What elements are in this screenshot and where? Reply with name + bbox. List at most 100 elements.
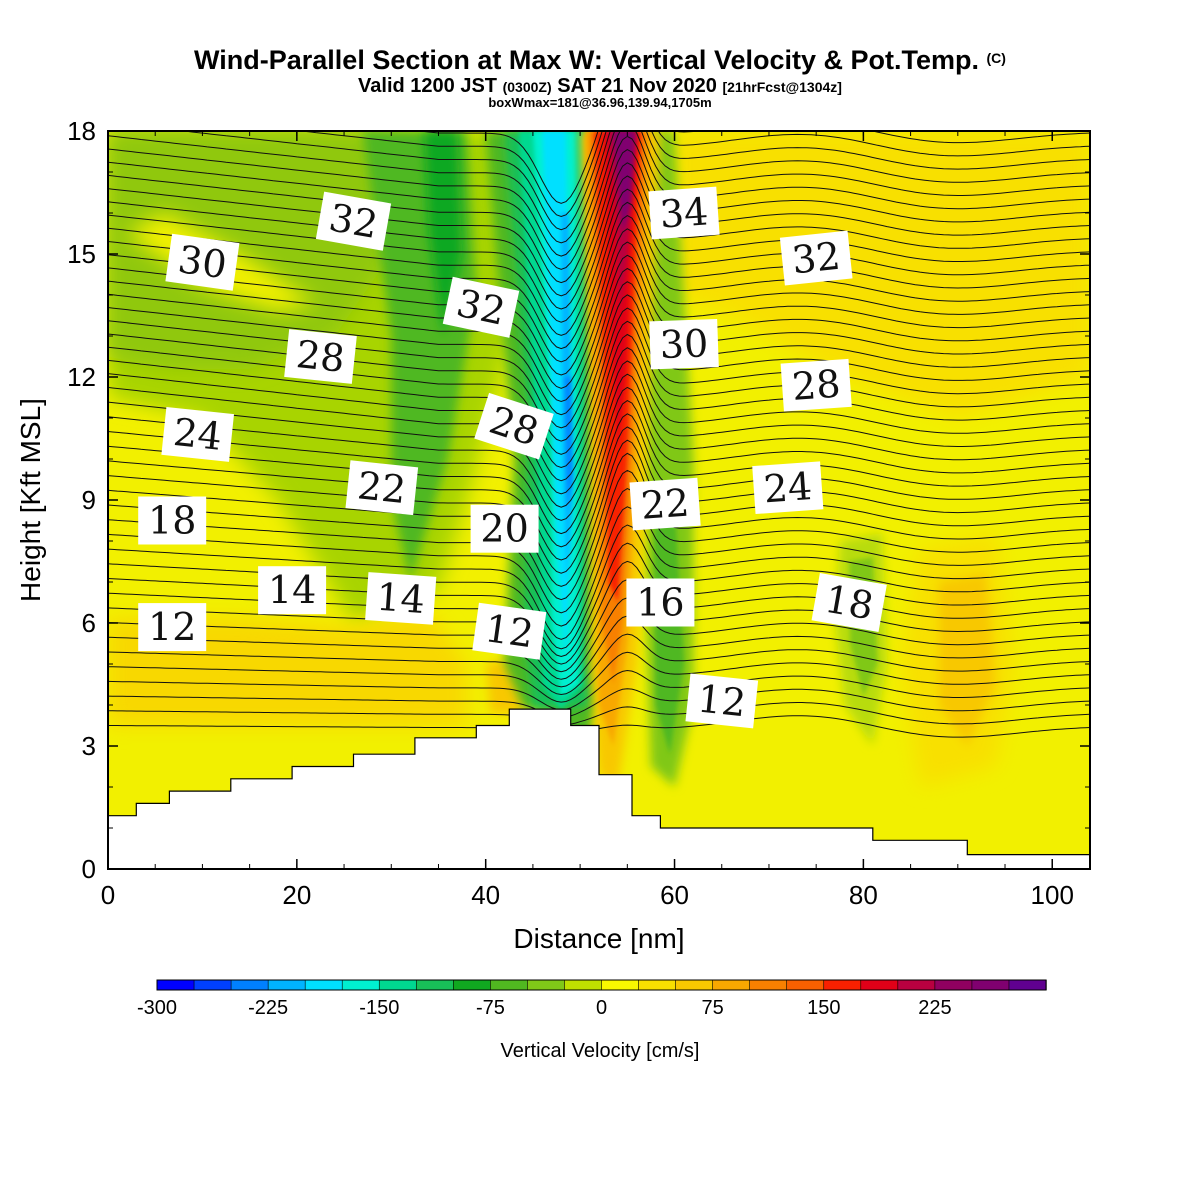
isentrope-label: 18 <box>811 572 887 633</box>
x-tick-label: 80 <box>849 880 878 910</box>
isentrope-label: 24 <box>161 406 235 462</box>
isentrope-line <box>108 469 1090 614</box>
terrain-mask <box>108 708 1090 869</box>
isentrope-label: 28 <box>284 329 357 384</box>
isentrope-label-text: 20 <box>480 507 528 551</box>
isentrope-line <box>108 615 1090 688</box>
colorbar-swatch <box>638 979 677 991</box>
isentrope-label-text: 32 <box>790 234 843 283</box>
subtitle-valid-time: Valid 1200 JST <box>358 75 497 97</box>
svg-text:Valid 1200 JST (0300Z): Valid 1200 JST (0300Z) SAT 21 Nov 2020 [… <box>358 75 842 97</box>
isentrope-label-text: 30 <box>659 321 709 367</box>
isentrope-line <box>108 688 1090 718</box>
isentrope-line <box>108 633 1090 696</box>
isentrope-line <box>108 452 1090 601</box>
subtitle-box-wmax: boxWmax=181@36.96,139.94,1705m <box>488 95 711 110</box>
colorbar: -300 -225 -150 -75 0 75 150 225 <box>137 979 1047 1019</box>
colorbar-swatch <box>230 979 269 991</box>
subtitle-forecast: [21hrFcst@1304z] <box>722 79 841 95</box>
isentrope-label-box <box>474 392 554 460</box>
colorbar-swatch <box>193 979 232 991</box>
velocity-shade-1 <box>108 131 392 369</box>
isentrope-label-box <box>685 673 759 729</box>
isentrope-label-text: 28 <box>791 362 842 409</box>
y-tick-label: 9 <box>82 485 96 515</box>
isentrope-line <box>108 215 1090 363</box>
isentrope-label-text: 24 <box>762 464 813 511</box>
isentrope-line <box>108 373 1090 521</box>
svg-text:Wind-Parallel Section at Max W: Wind-Parallel Section at Max W: Vertical… <box>194 45 1006 75</box>
isentrope-label-box <box>161 406 235 462</box>
isentrope-label: 12 <box>685 673 759 729</box>
isentrope-label-text: 32 <box>453 281 509 334</box>
subtitle-utc: (0300Z) <box>503 79 552 95</box>
isentrope-line <box>108 506 1090 640</box>
isentrope-line <box>108 320 1090 469</box>
y-axis: 0 3 6 9 12 15 18 <box>67 116 1090 884</box>
isentrope-label-box <box>472 602 547 660</box>
colorbar-label: 75 <box>701 997 723 1019</box>
isentrope-line <box>108 188 1090 336</box>
isentrope-label-box <box>779 230 853 286</box>
x-tick-label: 100 <box>1031 880 1074 910</box>
colorbar-frame <box>156 979 1047 991</box>
isentrope-label-text: 18 <box>822 577 877 629</box>
colorbar-swatch <box>934 979 973 991</box>
isentrope-line <box>108 131 1090 244</box>
isentrope-line <box>108 426 1090 574</box>
isentrope-line <box>108 131 1090 257</box>
colorbar-swatch <box>749 979 788 991</box>
colorbar-swatch <box>971 979 1010 991</box>
colorbar-label: -75 <box>476 997 505 1019</box>
x-tick-label: 40 <box>471 880 500 910</box>
isentrope-label-box <box>649 319 719 370</box>
isentrope-line <box>297 131 1090 218</box>
isentrope-label: 30 <box>649 319 719 370</box>
isentrope-label: 28 <box>780 358 852 412</box>
isentrope-line <box>108 333 1090 482</box>
isentrope-label-box <box>345 460 419 516</box>
isentrope-label: 14 <box>365 572 437 625</box>
isentrope-label-box <box>470 504 539 553</box>
isentrope-line <box>108 267 1090 416</box>
isentrope-label-text: 34 <box>658 189 709 236</box>
isentrope-label-box <box>315 191 392 251</box>
y-tick-label: 6 <box>82 608 96 638</box>
colorbar-swatch <box>267 979 306 991</box>
colorbar-swatch <box>527 979 566 991</box>
isentrope-label-text: 28 <box>294 332 347 381</box>
isentrope-label-box <box>648 186 720 240</box>
isentrope-line <box>108 135 1090 284</box>
isentrope-label-text: 14 <box>268 568 316 612</box>
y-tick-label: 18 <box>67 116 96 146</box>
isentrope-line <box>108 669 1090 711</box>
y-tick-label: 0 <box>82 854 96 884</box>
isentrope-label-text: 12 <box>148 605 196 649</box>
isentrope-line <box>108 488 1090 627</box>
colorbar-label: -150 <box>359 997 399 1019</box>
isentrope-label: 32 <box>779 230 853 286</box>
isentrope-label: 32 <box>315 191 392 251</box>
isentrope-line <box>108 439 1090 587</box>
y-axis-title: Height [Kft MSL] <box>15 398 46 602</box>
x-axis: 0 20 40 60 80 100 <box>101 131 1074 910</box>
y-tick-label: 15 <box>67 239 96 269</box>
colorbar-swatch <box>675 979 714 991</box>
colorbar-swatch <box>341 979 380 991</box>
isentrope-line <box>108 651 1090 703</box>
isentrope-line <box>108 201 1090 350</box>
colorbar-label: 0 <box>596 997 607 1019</box>
isentrope-line <box>108 702 1090 726</box>
isentrope-label-box <box>365 572 437 625</box>
x-tick-label: 0 <box>101 880 115 910</box>
isentrope-label-text: 14 <box>375 575 426 622</box>
x-axis-title: Distance [nm] <box>513 923 684 954</box>
isentrope-line <box>108 241 1090 389</box>
isentrope-label-box <box>258 566 327 615</box>
isentrope-line <box>108 162 1090 310</box>
isentrope-label: 34 <box>648 186 720 240</box>
colorbar-swatch <box>304 979 343 991</box>
isentrope-label-box <box>629 477 701 531</box>
